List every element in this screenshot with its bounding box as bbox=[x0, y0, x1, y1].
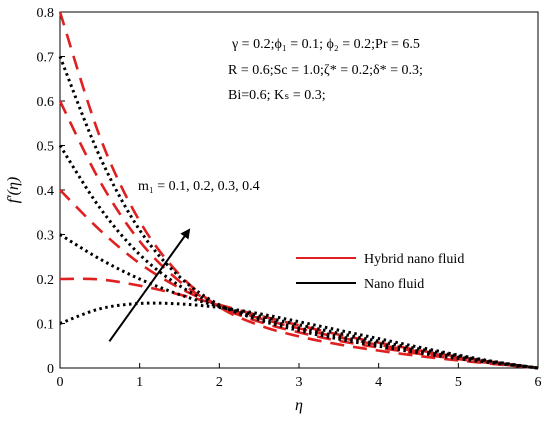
x-axis-title: η bbox=[295, 397, 303, 414]
legend-label-nano: Nano fluid bbox=[364, 277, 424, 292]
y-tick-label: 0.2 bbox=[37, 273, 55, 288]
y-tick-label: 0.1 bbox=[37, 318, 55, 333]
x-tick-label: 4 bbox=[375, 375, 382, 390]
y-ticks: 0 0.1 0.2 0.3 0.4 0.5 0.6 0.7 0.8 bbox=[37, 6, 65, 377]
x-tick-label: 2 bbox=[216, 375, 223, 390]
x-tick-label: 0 bbox=[57, 375, 64, 390]
hybrid-nano-fluid-curve-4 bbox=[58, 11, 539, 370]
y-tick-label: 0 bbox=[47, 362, 54, 377]
hybrid-nano-fluid-curve-1 bbox=[59, 277, 539, 370]
y-axis-title: f'(η) bbox=[5, 177, 22, 203]
arrow-label: m₁ = 0.1, 0.2, 0.3, 0.4 bbox=[138, 179, 260, 194]
y-tick-label: 0.8 bbox=[37, 6, 55, 21]
nano-fluid-curve-4 bbox=[58, 55, 539, 370]
y-tick-label: 0.6 bbox=[37, 95, 55, 110]
params-line-1: γ = 0.2;ϕ₁ = 0.1; ϕ₂ = 0.2;Pr = 6.5 bbox=[231, 37, 420, 52]
x-ticks: 0 1 2 3 4 5 6 bbox=[57, 363, 542, 390]
legend-label-hybrid: Hybrid nano fluid bbox=[364, 252, 464, 267]
x-tick-label: 3 bbox=[296, 375, 303, 390]
y-tick-label: 0.4 bbox=[37, 184, 55, 199]
curves bbox=[58, 11, 539, 370]
params-line-3: Bi=0.6; Kₛ = 0.3; bbox=[228, 88, 326, 103]
x-tick-label: 5 bbox=[455, 375, 462, 390]
params-line-2: R = 0.6;Sc = 1.0;ζ* = 0.2;δ* = 0.3; bbox=[228, 63, 423, 78]
legend: Hybrid nano fluid Nano fluid bbox=[296, 252, 464, 292]
y-tick-label: 0.5 bbox=[37, 140, 55, 155]
y-tick-label: 0.3 bbox=[37, 229, 55, 244]
x-tick-label: 1 bbox=[136, 375, 143, 390]
y-tick-label: 0.7 bbox=[37, 51, 55, 66]
trend-arrow bbox=[108, 228, 191, 342]
nano-fluid-curve-2 bbox=[59, 233, 539, 370]
x-tick-label: 6 bbox=[535, 375, 542, 390]
